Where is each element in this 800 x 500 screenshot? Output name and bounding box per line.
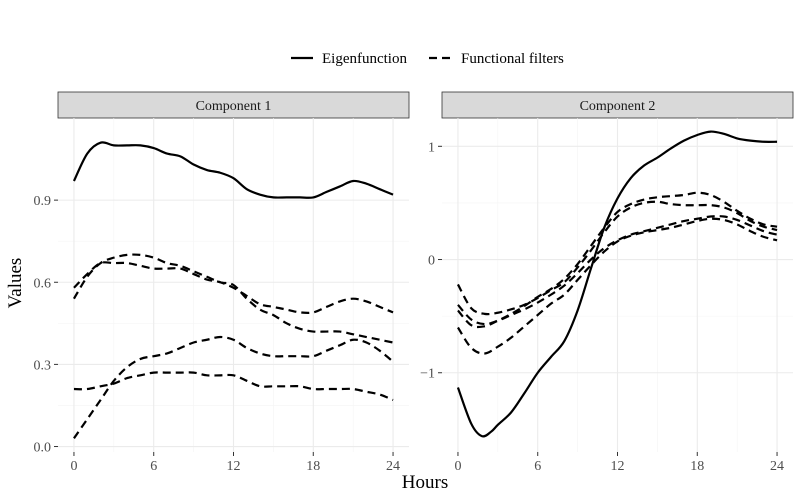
x-tick-label: 12 bbox=[611, 459, 625, 474]
panel-series-component-1 bbox=[72, 141, 394, 439]
panel-component-2: Component 2 0 6 12 18 24 −1 0 1 bbox=[420, 91, 794, 474]
legend-label-functional-filters: Functional filters bbox=[461, 51, 564, 67]
series-line-eigenfunction bbox=[456, 130, 778, 438]
panel-axis-ticks-component-1: 0 6 12 18 24 0.0 0.3 0.6 0.9 bbox=[34, 194, 401, 474]
series-line-functional-filter-4 bbox=[73, 371, 394, 401]
x-tick-label: 24 bbox=[770, 459, 784, 474]
series-line-eigenfunction bbox=[72, 141, 394, 199]
x-tick-label: 12 bbox=[227, 459, 241, 474]
series-line-functional-filter-1 bbox=[73, 253, 394, 344]
x-tick-label: 6 bbox=[534, 459, 541, 474]
x-tick-label: 18 bbox=[690, 459, 704, 474]
x-tick-label: 24 bbox=[386, 459, 400, 474]
x-tick-label: 0 bbox=[70, 459, 77, 474]
panel-grid-component-2 bbox=[442, 118, 793, 452]
panel-title-component-1: Component 1 bbox=[196, 99, 272, 114]
panel-grid-component-1 bbox=[58, 118, 409, 452]
panel-title-component-2: Component 2 bbox=[580, 99, 656, 114]
series-line-functional-filter-2 bbox=[457, 191, 778, 329]
legend-label-eigenfunction: Eigenfunction bbox=[322, 51, 407, 67]
series-line-functional-filter-3 bbox=[457, 217, 778, 355]
y-tick-label: 0.6 bbox=[34, 276, 52, 291]
x-tick-label: 18 bbox=[306, 459, 320, 474]
legend: Eigenfunction Functional filters bbox=[291, 51, 564, 67]
y-axis-title: Values bbox=[5, 258, 26, 309]
y-tick-label: 0 bbox=[428, 254, 435, 269]
series-line-functional-filter-2 bbox=[73, 261, 394, 314]
y-tick-label: −1 bbox=[420, 367, 435, 382]
series-line-functional-filter-3 bbox=[73, 335, 394, 439]
panel-strip-component-2 bbox=[441, 91, 794, 119]
panel-strip-component-1 bbox=[57, 91, 410, 119]
series-line-functional-filter-1 bbox=[456, 200, 778, 316]
y-tick-label: 0.9 bbox=[34, 194, 52, 209]
y-tick-label: 0.3 bbox=[34, 358, 52, 373]
panel-axis-ticks-component-2: 0 6 12 18 24 −1 0 1 bbox=[420, 140, 784, 474]
x-axis-title: Hours bbox=[402, 472, 448, 493]
panel-component-1: Component 1 0 6 12 18 24 0.0 0.3 0.6 0.9 bbox=[34, 91, 410, 474]
y-tick-label: 0.0 bbox=[34, 441, 52, 456]
x-tick-label: 6 bbox=[150, 459, 157, 474]
x-tick-label: 0 bbox=[454, 459, 461, 474]
y-tick-label: 1 bbox=[428, 140, 435, 155]
series-line-functional-filter-4 bbox=[457, 215, 778, 326]
panel-series-component-2 bbox=[456, 130, 778, 438]
